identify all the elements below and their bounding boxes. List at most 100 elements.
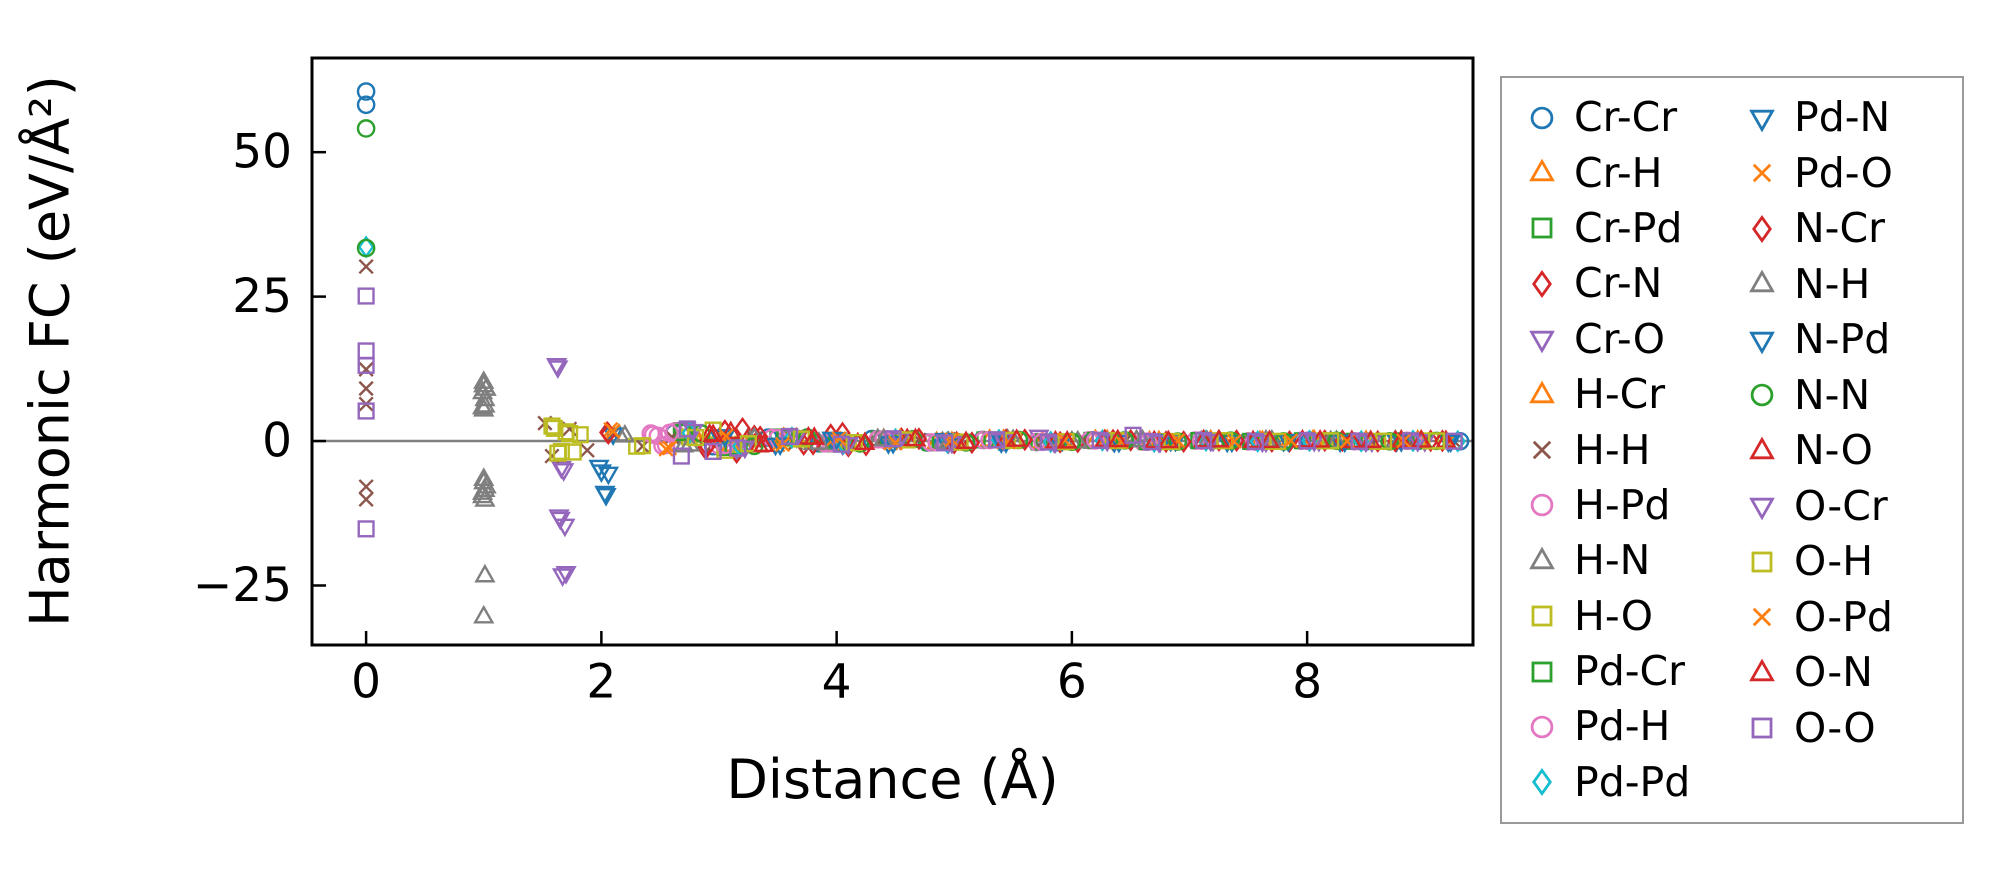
- point-O-O: [357, 402, 375, 420]
- point-N-O: [1193, 428, 1215, 448]
- legend-item-h-n: H-N: [1522, 533, 1742, 588]
- circle-icon: [1530, 494, 1554, 517]
- point-O-O: [988, 431, 1006, 449]
- point-O-H: [552, 442, 570, 461]
- point-O-N: [1157, 429, 1179, 449]
- point-O-Pd: [1170, 432, 1186, 449]
- legend-item-n-h: N-H: [1742, 257, 1962, 313]
- point-O-H: [1269, 432, 1287, 450]
- legend-item-label: Cr-Pd: [1574, 203, 1683, 252]
- x-icon: [1532, 440, 1552, 460]
- legend-item-label: O-N: [1794, 648, 1873, 697]
- legend-item-label: N-Pd: [1794, 315, 1891, 364]
- point-O-O: [1195, 432, 1213, 450]
- legend-item-label: Pd-O: [1794, 148, 1893, 197]
- x-tick-label: 8: [1292, 654, 1322, 709]
- point-O-O: [357, 356, 375, 374]
- triangle-down-icon: [1749, 498, 1775, 521]
- legend-item-cr-pd: Cr-Pd: [1522, 201, 1742, 256]
- point-H-O: [564, 443, 582, 461]
- point-O-Cr: [549, 511, 571, 531]
- point-O-Pd: [605, 423, 621, 439]
- point-O-H: [1322, 432, 1340, 450]
- legend-item-cr-cr: Cr-Cr: [1522, 90, 1742, 145]
- point-Cr-Cr: [356, 82, 376, 101]
- triangle-down-icon: [1749, 331, 1775, 355]
- triangle-up-icon: [1529, 546, 1555, 570]
- legend-item-label: H-O: [1574, 591, 1654, 640]
- point-O-N: [955, 430, 977, 450]
- legend-item-pd-o: Pd-O: [1742, 146, 1962, 202]
- legend-item-n-cr: N-Cr: [1742, 201, 1962, 257]
- legend-item-label: H-N: [1574, 536, 1651, 585]
- triangle-up-icon: [1749, 269, 1775, 293]
- point-O-Cr: [553, 463, 575, 482]
- x-icon: [1752, 608, 1772, 627]
- legend-item-o-pd: O-Pd: [1742, 590, 1962, 646]
- legend-item-pd-h: Pd-H: [1522, 699, 1742, 754]
- square-icon: [1531, 218, 1553, 239]
- point-O-O: [1124, 426, 1142, 444]
- legend-item-label: Cr-N: [1574, 259, 1663, 308]
- point-O-O: [936, 434, 954, 452]
- point-O-N: [1056, 429, 1078, 449]
- legend-item-label: Pd-Pd: [1574, 757, 1691, 806]
- y-tick-label: 25: [232, 269, 292, 324]
- point-O-O: [1246, 432, 1264, 450]
- legend-item-label: N-N: [1794, 370, 1871, 419]
- legend: Cr-Cr Cr-H Cr-Pd Cr-N Cr-O H-Cr H-H H-Pd H-N H-O P…: [1500, 76, 1964, 824]
- legend-item-label: N-Cr: [1794, 204, 1885, 253]
- legend-item-label: H-H: [1574, 425, 1651, 474]
- point-H-H: [358, 491, 374, 508]
- point-N-N: [356, 238, 376, 258]
- legend-item-h-cr: H-Cr: [1522, 367, 1742, 422]
- point-O-N: [1005, 428, 1028, 447]
- triangle-down-icon: [1749, 109, 1775, 133]
- y-tick-label: 50: [232, 125, 292, 180]
- legend-item-label: O-H: [1794, 537, 1874, 586]
- legend-item-label: Cr-H: [1574, 148, 1663, 197]
- point-O-O: [357, 342, 375, 360]
- square-icon: [1751, 551, 1773, 573]
- diamond-icon: [1752, 214, 1772, 243]
- point-H-H: [358, 479, 374, 495]
- triangle-up-icon: [1529, 380, 1555, 403]
- point-O-O: [704, 442, 722, 461]
- legend-item-o-n: O-N: [1742, 645, 1962, 701]
- legend-item-n-o: N-O: [1742, 423, 1962, 479]
- y-tick-label: 0: [262, 414, 292, 469]
- point-O-O: [832, 435, 850, 453]
- square-icon: [1531, 605, 1553, 627]
- triangle-up-icon: [1529, 158, 1555, 182]
- legend-item-n-pd: N-Pd: [1742, 312, 1962, 368]
- point-O-N: [1208, 428, 1230, 448]
- point-H-N: [474, 563, 496, 583]
- triangle-up-icon: [1749, 658, 1775, 681]
- square-icon: [1531, 661, 1553, 683]
- point-N-H: [614, 423, 636, 443]
- legend-item-label: N-O: [1794, 426, 1873, 475]
- legend-item-cr-h: Cr-H: [1522, 145, 1742, 200]
- point-O-O: [357, 520, 375, 538]
- point-O-O: [1143, 433, 1161, 451]
- point-O-O: [729, 439, 747, 457]
- circle-icon: [1530, 106, 1554, 129]
- point-H-H: [358, 380, 374, 397]
- legend-item-pd-n: Pd-N: [1742, 90, 1962, 146]
- point-O-H: [633, 437, 652, 455]
- point-H-O: [571, 426, 589, 444]
- point-O-Pd: [1226, 433, 1242, 450]
- point-O-Pd: [1283, 433, 1299, 449]
- point-O-O: [780, 427, 799, 446]
- x-tick-label: 2: [586, 654, 616, 709]
- point-N-H: [1131, 428, 1154, 448]
- point-O-Cr: [547, 360, 569, 379]
- point-N-H: [471, 484, 494, 504]
- legend-item-label: O-Pd: [1794, 592, 1893, 641]
- y-tick-label: −25: [193, 558, 292, 613]
- legend-item-o-cr: O-Cr: [1742, 479, 1962, 535]
- triangle-up-icon: [1749, 436, 1775, 459]
- legend-item-label: O-Cr: [1794, 481, 1888, 530]
- legend-item-label: Cr-O: [1574, 314, 1666, 363]
- point-O-N: [854, 431, 876, 451]
